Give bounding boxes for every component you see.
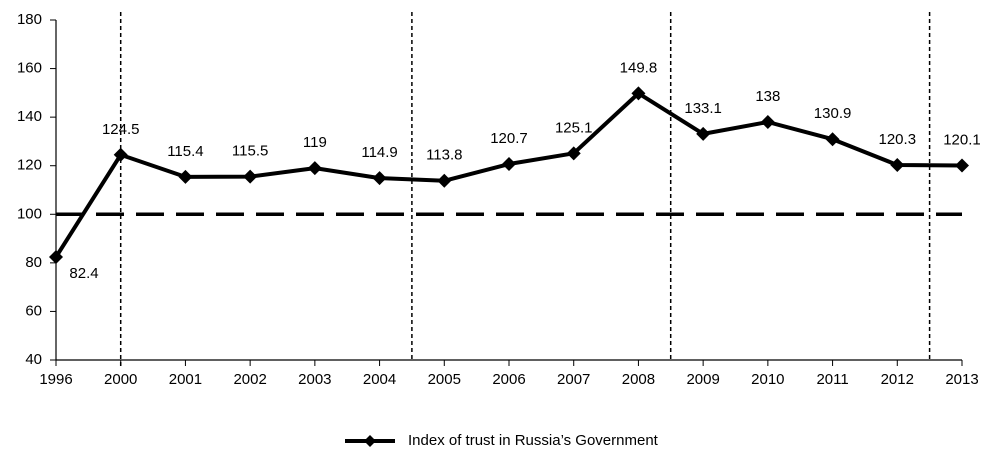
data-label: 120.1	[943, 131, 981, 148]
data-label: 82.4	[69, 265, 98, 282]
x-tick-label: 2013	[945, 371, 978, 388]
point-marker	[178, 169, 193, 184]
x-tick-label: 2000	[104, 371, 137, 388]
y-tick-label: 140	[17, 108, 42, 125]
y-tick-label: 100	[17, 205, 42, 222]
data-label: 114.9	[361, 144, 397, 161]
data-label: 133.1	[684, 100, 722, 117]
point-marker	[696, 126, 711, 141]
x-tick-label: 2011	[816, 371, 848, 388]
data-label: 138	[755, 88, 780, 105]
data-label: 115.4	[167, 143, 203, 160]
point-marker	[955, 158, 969, 173]
legend-marker	[364, 435, 376, 447]
x-tick-label: 2007	[557, 371, 590, 388]
point-marker	[49, 250, 63, 265]
x-tick-label: 2008	[622, 371, 655, 388]
x-tick-label: 2005	[428, 371, 461, 388]
point-marker	[243, 169, 258, 184]
y-tick-label: 80	[25, 254, 42, 271]
data-label: 120.7	[490, 130, 528, 147]
data-label: 119	[303, 134, 327, 151]
y-tick-label: 120	[17, 157, 42, 174]
point-marker	[502, 157, 516, 172]
data-label: 120.3	[879, 131, 917, 148]
data-label: 115.5	[232, 143, 268, 160]
x-tick-label: 2001	[169, 371, 202, 388]
data-label: 149.8	[620, 59, 658, 76]
point-marker	[113, 147, 128, 162]
data-label: 113.8	[426, 147, 462, 164]
legend-label: Index of trust in Russia’s Government	[408, 432, 659, 449]
data-label: 125.1	[555, 119, 593, 136]
point-marker	[566, 146, 581, 161]
point-marker	[631, 86, 646, 101]
data-label: 130.9	[814, 105, 852, 122]
x-tick-label: 2003	[298, 371, 331, 388]
x-tick-label: 2009	[686, 371, 719, 388]
y-tick-label: 60	[25, 302, 42, 319]
y-tick-label: 40	[25, 351, 42, 368]
point-marker	[825, 132, 840, 147]
x-tick-label: 2004	[363, 371, 396, 388]
data-label: 124.5	[102, 121, 140, 138]
x-tick-label: 1996	[39, 371, 72, 388]
x-tick-label: 2006	[492, 371, 525, 388]
x-tick-label: 2010	[751, 371, 784, 388]
y-tick-label: 180	[17, 11, 42, 28]
y-tick-label: 160	[17, 60, 42, 77]
point-marker	[307, 161, 322, 176]
point-marker	[372, 171, 387, 186]
x-tick-label: 2002	[233, 371, 266, 388]
point-marker	[437, 173, 452, 188]
point-marker	[760, 115, 775, 129]
point-marker	[890, 157, 905, 172]
x-tick-label: 2012	[881, 371, 914, 388]
